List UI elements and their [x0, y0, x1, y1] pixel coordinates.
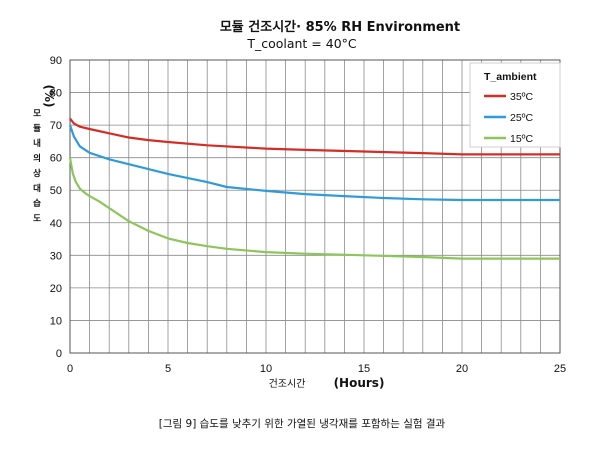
legend-box — [469, 62, 561, 148]
x-axis-label: 건조시간 — [269, 378, 306, 390]
legend-entry: 15ºC — [510, 133, 534, 145]
y-axis-label-char: 상 — [33, 168, 41, 179]
y-axis-label-char: 의 — [33, 153, 41, 164]
y-tick-label: 50 — [50, 185, 62, 197]
y-axis-label-char: 대 — [33, 183, 41, 194]
y-tick-label: 80 — [50, 88, 62, 100]
y-axis-label-char: 내 — [33, 138, 41, 149]
figure-caption: [그림 9] 습도를 낮추기 위한 가열된 냉각재를 포함하는 실험 결과 — [159, 417, 446, 430]
x-tick-label: 25 — [554, 363, 566, 375]
series-lines — [68, 117, 560, 260]
legend-entry: 25ºC — [510, 112, 534, 124]
series-line-0 — [69, 117, 560, 156]
gridlines — [70, 60, 560, 353]
y-tick-label: 0 — [56, 348, 62, 360]
legend: T_ambient 35ºC 25ºC 15ºC — [469, 62, 561, 148]
y-tick-label: 60 — [50, 153, 62, 165]
chart-title: 모듈 건조시간· 85% RH Environment — [220, 19, 460, 35]
x-tick-label: 20 — [456, 363, 468, 375]
y-axis-label-char: 습 — [33, 198, 41, 209]
x-axis-unit: (Hours) — [334, 376, 385, 390]
legend-title: T_ambient — [484, 71, 537, 83]
y-tick-label: 70 — [50, 120, 62, 132]
series-line-1 — [68, 124, 560, 202]
y-axis-label-char: 모 — [33, 109, 41, 119]
series-line-2 — [68, 157, 560, 260]
y-tick-label: 10 — [50, 315, 62, 327]
x-tick-label: 5 — [165, 363, 171, 375]
y-axis-ticks: 0 10 20 30 40 50 60 70 80 90 — [50, 55, 62, 360]
x-tick-label: 0 — [67, 363, 73, 375]
y-axis-unit: (%) — [42, 85, 56, 108]
plot-area — [69, 59, 561, 354]
y-tick-label: 30 — [50, 250, 62, 262]
y-tick-label: 90 — [50, 55, 62, 67]
x-tick-label: 10 — [260, 363, 272, 375]
x-tick-label: 15 — [358, 363, 370, 375]
chart-subtitle: T_coolant = 40°C — [246, 36, 357, 51]
y-tick-label: 40 — [50, 218, 62, 230]
y-axis-label-char: 도 — [33, 214, 41, 224]
y-axis-label-char: 듈 — [33, 124, 41, 134]
legend-entry: 35ºC — [510, 91, 534, 103]
x-axis-ticks: 0 5 10 15 20 25 — [67, 363, 566, 375]
y-tick-label: 20 — [50, 283, 62, 295]
